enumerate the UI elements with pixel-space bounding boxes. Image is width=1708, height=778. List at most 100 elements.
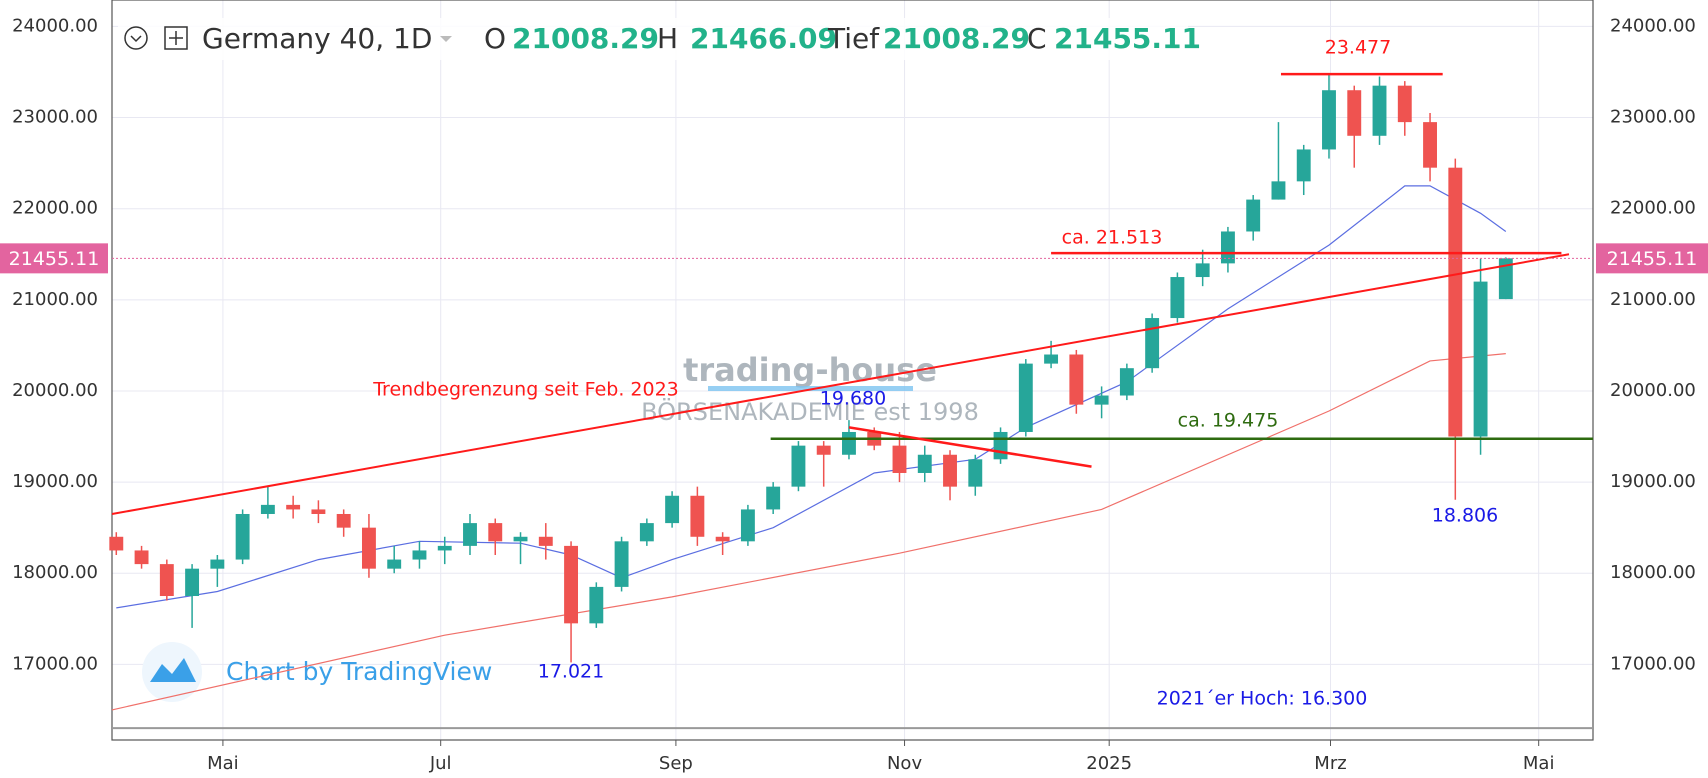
annotation-label: 18.806 [1432, 505, 1498, 527]
candle-body [488, 523, 503, 542]
moving-average [111, 353, 1506, 711]
candle-body [892, 445, 907, 473]
x-tick-label: Mai [207, 753, 239, 774]
candle-body [361, 527, 376, 569]
candle-body [665, 495, 680, 524]
candle-body [917, 454, 932, 473]
dropdown [440, 36, 452, 42]
candle-body [513, 536, 528, 542]
ohlc-value: 21008.29 [512, 22, 659, 55]
ohlc-value: 21466.09 [690, 22, 837, 55]
x-tick-label: Jul [429, 753, 452, 774]
header-bg [118, 18, 1188, 60]
candle-body [614, 541, 629, 587]
watermark: BÖRSENAKADEMIE est 1998 [641, 397, 979, 426]
annotation-label: 17.021 [538, 661, 604, 683]
chart-title: Germany 40, 1D [202, 22, 432, 55]
candle-body [1145, 318, 1160, 369]
candle-body [1498, 258, 1513, 300]
ohlc-value: 21455.11 [1054, 22, 1201, 55]
y-tick-label: 23000.00 [1610, 107, 1696, 128]
ohlc-label: C [1027, 22, 1047, 55]
candle-body [185, 568, 200, 597]
candle-body [463, 523, 477, 546]
candle-body [286, 504, 301, 510]
candle-body [1397, 85, 1412, 123]
candle-body [437, 545, 452, 551]
candle-body [109, 536, 124, 551]
watermark: trading-house [683, 351, 937, 389]
annotation-label: Trendbegrenzung seit Feb. 2023 [372, 379, 679, 401]
ohlc-label: O [484, 22, 506, 55]
x-tick-label: Mai [1523, 753, 1555, 774]
annotation-label: ca. 19.475 [1178, 410, 1279, 432]
candle-body [1473, 281, 1488, 437]
compare-button [164, 26, 188, 50]
x-tick-label: 2025 [1086, 753, 1132, 774]
y-tick-label: 23000.00 [12, 107, 98, 128]
candle-body [564, 545, 579, 624]
candle-body [1347, 90, 1362, 136]
annotation-label: 19.680 [820, 388, 886, 410]
watermark: Chart by TradingView [226, 657, 492, 686]
moving-average [116, 185, 1507, 609]
candle-body [235, 513, 250, 560]
candle-body [943, 454, 957, 487]
candle-body [1170, 277, 1185, 319]
ohlc-label: H [657, 22, 678, 55]
candle-body [993, 431, 1008, 460]
candle-body [766, 486, 781, 510]
candle-body [842, 431, 856, 455]
candle-body [1069, 354, 1084, 405]
tv-logo [150, 658, 196, 682]
last-price-label: 21455.11 [1607, 248, 1698, 270]
candle-body [791, 445, 806, 487]
candle-body [740, 509, 755, 542]
y-tick-label: 24000.00 [12, 15, 98, 36]
candle-body [1271, 181, 1286, 200]
candle-body [1094, 395, 1109, 405]
y-tick-label: 18000.00 [12, 562, 98, 583]
last-price-tag [1596, 243, 1708, 274]
candle-body [1018, 363, 1033, 432]
candle-body [260, 504, 275, 514]
candle-body [336, 513, 351, 528]
y-tick-label: 18000.00 [1610, 562, 1696, 583]
y-tick-label: 21000.00 [12, 289, 98, 310]
candle-body [412, 550, 427, 560]
y-tick-label: 22000.00 [12, 198, 98, 219]
candle-body [1296, 149, 1311, 182]
plot-frame [111, 0, 1594, 741]
x-tick-label: Nov [887, 753, 922, 774]
candle-body [639, 523, 654, 542]
y-tick-label: 17000.00 [12, 653, 98, 674]
x-tick-label: Sep [659, 753, 693, 774]
candle-body [968, 459, 983, 487]
annotation-label: 2021´er Hoch: 16.300 [1157, 688, 1368, 710]
candle-body [1220, 231, 1235, 264]
y-tick-label: 22000.00 [1610, 198, 1696, 219]
candle-body [210, 559, 225, 569]
x-tick-label: Mrz [1314, 753, 1346, 774]
collapse-button [124, 26, 148, 50]
candle-body [1119, 368, 1134, 396]
candle-body [1448, 167, 1463, 437]
annotation-label: ca. 21.513 [1062, 227, 1163, 249]
candle-body [589, 586, 604, 624]
ohlc-value: 21008.29 [883, 22, 1030, 55]
y-tick-label: 17000.00 [1610, 653, 1696, 674]
y-tick-label: 24000.00 [1610, 15, 1696, 36]
candle-body [1322, 90, 1336, 150]
y-tick-label: 19000.00 [12, 471, 98, 492]
y-tick-label: 20000.00 [1610, 380, 1696, 401]
candle-body [1423, 122, 1437, 168]
annotation-line [111, 253, 1570, 515]
candle-body [816, 445, 831, 455]
candle-body [1246, 199, 1261, 232]
candle-body [311, 509, 326, 514]
candle-body [538, 536, 553, 546]
candle-body [159, 564, 174, 597]
annotation-label: 23.477 [1325, 37, 1391, 59]
candle-body [1195, 263, 1210, 278]
